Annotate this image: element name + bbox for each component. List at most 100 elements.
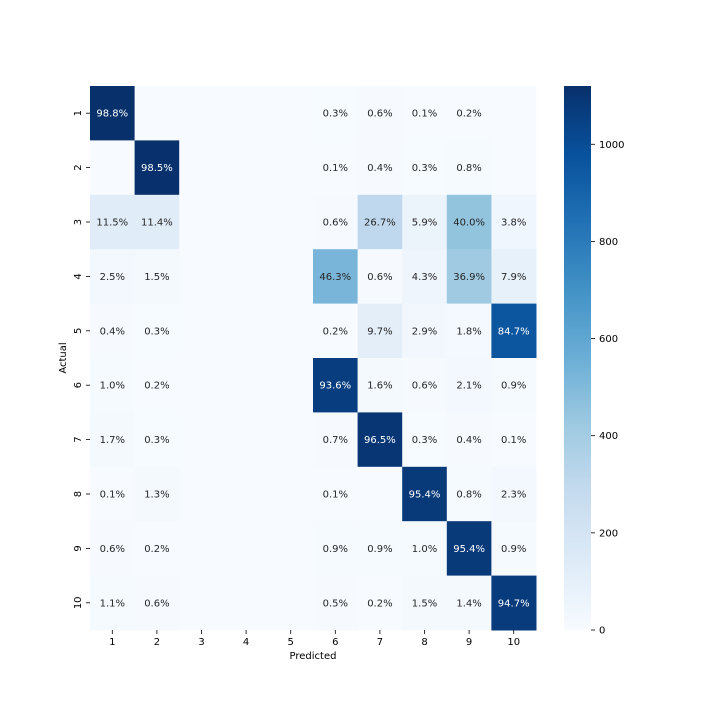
x-tick-label: 6 [332, 637, 338, 648]
heatmap-cell [313, 575, 359, 631]
heatmap-cell [446, 412, 492, 468]
y-tick-label: 2 [73, 164, 84, 170]
colorbar-gradient [564, 86, 591, 630]
heatmap-cell [446, 86, 492, 141]
heatmap-cell [268, 575, 314, 631]
heatmap-cell [134, 249, 180, 305]
heatmap-cell [223, 194, 269, 250]
heatmap-cell [491, 521, 537, 577]
heatmap-cell [357, 303, 403, 359]
heatmap-cell [402, 575, 448, 631]
y-tick-label: 7 [73, 436, 84, 442]
heatmap-cell [223, 140, 269, 196]
cell-annotation: 0.1% [501, 435, 526, 446]
cell-annotation: 0.8% [456, 163, 481, 174]
heatmap-cell [357, 194, 403, 250]
heatmap-cell [313, 140, 359, 196]
cell-annotation: 0.5% [323, 598, 348, 609]
cell-annotation: 0.3% [412, 435, 437, 446]
cell-annotation: 7.9% [501, 272, 526, 283]
heatmap-cell [268, 194, 314, 250]
heatmap-cell [179, 249, 225, 305]
y-axis-label: Actual [58, 342, 69, 373]
cell-annotation: 1.5% [144, 272, 169, 283]
y-tick-label: 5 [73, 328, 84, 334]
heatmap-cell [134, 575, 180, 631]
colorbar-tick-label: 600 [599, 334, 618, 345]
heatmap-cell [357, 140, 403, 196]
heatmap-cell [313, 466, 359, 522]
heatmap-cell [223, 358, 269, 413]
y-tick-label: 1 [73, 110, 84, 116]
heatmap-cell [223, 303, 269, 359]
heatmap-cell [223, 575, 269, 631]
heatmap-cell [90, 86, 136, 141]
cell-annotation: 1.4% [456, 598, 481, 609]
colorbar-tick-label: 800 [599, 237, 618, 248]
heatmap-cell [357, 466, 403, 522]
cell-annotation: 0.9% [501, 544, 526, 555]
cell-annotation: 0.1% [412, 109, 437, 120]
heatmap-cell [313, 194, 359, 250]
heatmap-cell [357, 358, 403, 413]
heatmap-cell [402, 466, 448, 522]
cell-annotation: 95.4% [409, 490, 441, 501]
heatmap-cell [313, 86, 359, 141]
x-tick-label: 7 [377, 637, 383, 648]
heatmap-cell [268, 140, 314, 196]
heatmap-cell [268, 86, 314, 141]
cell-annotation: 0.2% [367, 598, 392, 609]
heatmap-cell [90, 303, 136, 359]
heatmap-cell [446, 303, 492, 359]
cell-annotation: 0.2% [323, 326, 348, 337]
heatmap-cell [90, 521, 136, 577]
heatmap-cell [402, 303, 448, 359]
heatmap-cell [134, 194, 180, 250]
y-tick-label: 4 [73, 273, 84, 279]
heatmap-cell [446, 466, 492, 522]
cell-annotation: 2.1% [456, 381, 481, 392]
colorbar-tick-label: 0 [599, 626, 605, 637]
colorbar-ticks: 0 200 400 600 800 1000 [591, 140, 624, 637]
cell-annotation: 11.4% [141, 218, 173, 229]
cell-annotation: 1.6% [367, 381, 392, 392]
y-tick-label: 3 [73, 219, 84, 225]
cell-annotation: 0.2% [456, 109, 481, 120]
heatmap-cell [491, 140, 537, 196]
x-tick-label: 8 [421, 637, 427, 648]
cell-annotation: 0.2% [144, 544, 169, 555]
cell-annotation: 1.3% [144, 490, 169, 501]
heatmap-cell [402, 521, 448, 577]
heatmap-cell [268, 412, 314, 468]
heatmap-cell [223, 86, 269, 141]
cell-annotation: 0.4% [367, 163, 392, 174]
heatmap-cell [90, 358, 136, 413]
heatmap-cell [402, 249, 448, 305]
heatmap-cell [313, 412, 359, 468]
cell-annotation: 4.3% [412, 272, 437, 283]
heatmap-cell [134, 303, 180, 359]
heatmap-cell [357, 575, 403, 631]
cell-annotation: 0.9% [367, 544, 392, 555]
cell-annotation: 9.7% [367, 326, 392, 337]
heatmap-cell [134, 521, 180, 577]
colorbar-tick-label: 400 [599, 431, 618, 442]
heatmap-cell [223, 249, 269, 305]
cell-annotation: 0.7% [323, 435, 348, 446]
cell-annotation: 0.3% [144, 326, 169, 337]
x-axis-ticks: 1 2 3 4 5 6 7 8 9 10 [109, 630, 520, 648]
cell-annotation: 0.9% [501, 381, 526, 392]
heatmap-cell [179, 303, 225, 359]
cell-annotation: 0.4% [100, 326, 125, 337]
heatmap-cell [179, 412, 225, 468]
heatmap-cell [491, 575, 537, 631]
heatmap-cell [313, 521, 359, 577]
heatmap-cell [491, 249, 537, 305]
x-tick-label: 10 [507, 637, 520, 648]
x-tick-label: 4 [243, 637, 249, 648]
cell-annotation: 84.7% [498, 326, 530, 337]
heatmap-cell [446, 358, 492, 413]
heatmap-cell [491, 303, 537, 359]
cell-annotation: 1.7% [100, 435, 125, 446]
